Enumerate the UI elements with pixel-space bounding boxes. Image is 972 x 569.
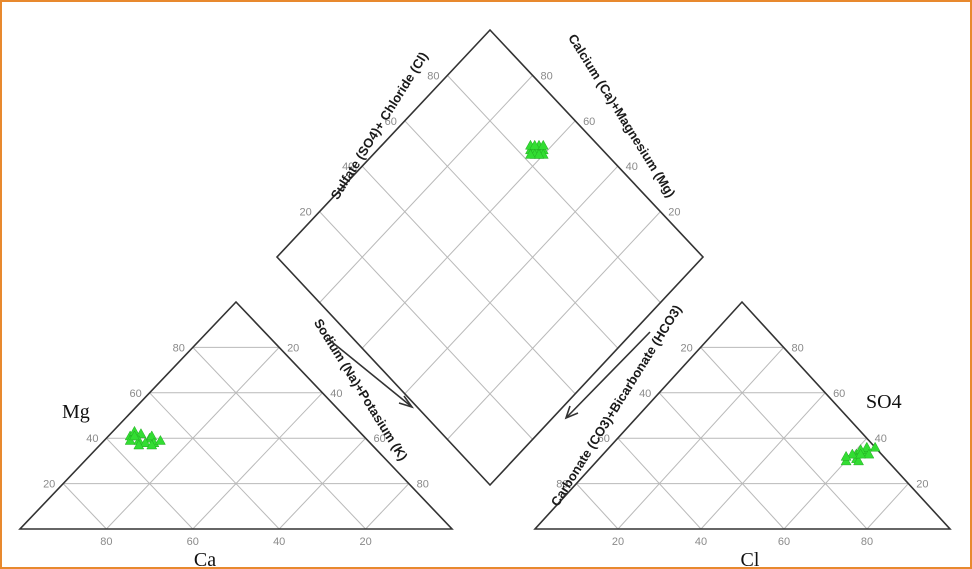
cation-sample-point <box>135 428 147 438</box>
diamond-grid <box>319 75 661 440</box>
anion-sample-point <box>861 441 873 452</box>
anion-sample-point <box>853 455 864 466</box>
anion-grid-b <box>576 483 619 530</box>
cation-grid-b <box>106 437 194 530</box>
tick-labels: 20 20 20 20 20 20 20 20 40 40 40 40 40 40 40 40 60 60 60 60… <box>43 70 928 548</box>
cation-direction-arrow <box>326 337 415 409</box>
cation-grid-b <box>149 392 280 530</box>
diamond-grid-b <box>319 75 533 303</box>
plot-outlines <box>18 28 952 530</box>
cation-sample-point <box>133 439 145 450</box>
anion-so4-tick: 20 <box>916 479 928 491</box>
anion-co3-tick: 80 <box>556 479 568 491</box>
diamond-camg-tick: 60 <box>583 116 595 128</box>
diamond-grid-b <box>361 120 576 349</box>
anion-cl-tick: 80 <box>861 536 873 548</box>
anion-so4-tick: 40 <box>875 433 887 445</box>
anion-co3-tick: 40 <box>639 388 651 400</box>
cation-mg-tick: 80 <box>173 342 185 354</box>
sample-points <box>124 139 881 466</box>
cation-ca-tick: 40 <box>273 536 285 548</box>
cation-nak-tick: 60 <box>373 433 385 445</box>
cation-nak-tick: 80 <box>417 479 429 491</box>
cation-nak-tick: 40 <box>330 388 342 400</box>
diamond-so4cl-tick: 60 <box>385 116 397 128</box>
cation-grid-b <box>62 483 107 530</box>
cation-ca-tick: 20 <box>359 536 371 548</box>
cation-mg-label: Mg <box>62 401 90 423</box>
cation-ca-tick: 80 <box>100 536 112 548</box>
anion-triangle-grid <box>576 346 909 530</box>
cation-outline <box>18 300 454 530</box>
cation-mg-tick: 20 <box>43 479 55 491</box>
cation-grid-a <box>365 483 410 530</box>
cation-nak-tick: 20 <box>287 342 299 354</box>
cation-sample-point <box>146 439 158 450</box>
diamond-camg-tick: 40 <box>626 161 638 173</box>
anion-cl-tick: 60 <box>778 536 790 548</box>
diamond-camg-tick: 20 <box>668 207 680 219</box>
cation-sample-point <box>154 434 166 445</box>
cation-sample-point <box>139 437 151 447</box>
diamond-so4cl-tick: 20 <box>299 207 311 219</box>
anion-direction-arrow <box>564 331 651 420</box>
diamond-grid-a <box>319 211 533 440</box>
cation-mg-tick: 40 <box>86 433 98 445</box>
anion-cl-tick: 40 <box>695 536 707 548</box>
cation-sample-point <box>129 430 140 441</box>
anion-sample-point <box>846 448 858 459</box>
cation-grid-b <box>192 347 366 530</box>
anion-sample-point <box>840 450 852 461</box>
cation-ca-label: Ca <box>194 549 216 569</box>
cation-mg-tick: 60 <box>129 388 141 400</box>
diamond-sample-point <box>537 139 549 150</box>
anion-sample-point <box>863 448 875 459</box>
anion-co3-tick: 60 <box>598 433 610 445</box>
diamond-so4cl-tick: 80 <box>427 70 439 82</box>
diamond-so4cl-tick: 40 <box>342 161 354 173</box>
cation-ca-tick: 60 <box>187 536 199 548</box>
diamond-grid-a <box>361 165 576 395</box>
anion-grid-b <box>658 392 785 530</box>
cation-grid-a <box>192 392 323 530</box>
diamond-upper-left-title: Sulfate (SO4)+ Chloride (Cl) <box>328 49 431 202</box>
anion-grid-b <box>700 347 868 530</box>
diamond-sample-point <box>533 148 545 159</box>
anion-sample-point <box>855 448 867 459</box>
diamond-sample-point <box>525 148 536 159</box>
anion-co3-tick: 20 <box>680 342 692 354</box>
anion-grid-a <box>866 483 909 530</box>
anion-cl-tick: 20 <box>612 536 624 548</box>
anion-so4-label: SO4 <box>866 391 902 413</box>
cation-side-title: Sodium (Na)+Potasium (K) <box>311 316 411 463</box>
diamond-grid-a <box>447 75 661 303</box>
diamond-camg-tick: 80 <box>540 70 552 82</box>
anion-sample-point <box>869 441 881 452</box>
anion-grid-b <box>617 437 702 530</box>
diamond-outline <box>275 28 705 487</box>
anion-grid-a <box>700 392 826 530</box>
anion-outline <box>533 300 952 530</box>
diamond-grid-b <box>404 165 619 395</box>
anion-cl-label: Cl <box>741 549 760 569</box>
anion-so4-tick: 80 <box>791 342 803 354</box>
anion-so4-tick: 60 <box>833 388 845 400</box>
diamond-grid-b <box>447 211 661 440</box>
diamond-sample-point <box>529 139 541 150</box>
diamond-grid-a <box>404 120 619 349</box>
